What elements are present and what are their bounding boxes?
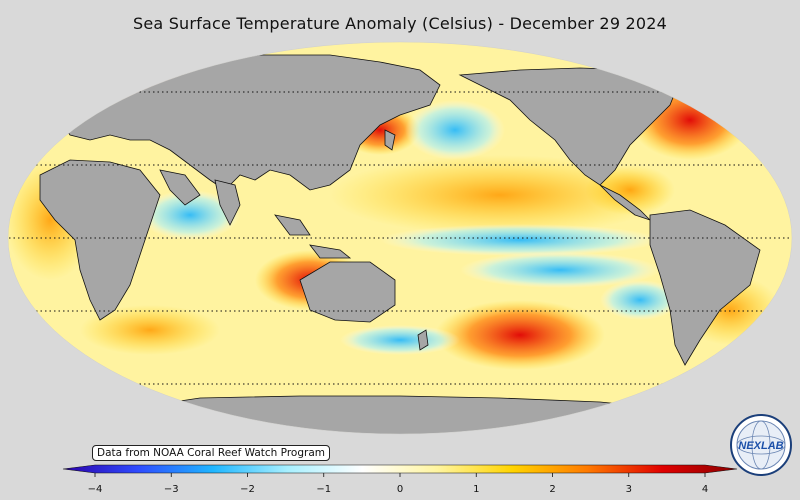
colorbar-tick-label: 3 [625, 484, 632, 495]
colorbar-bar [62, 464, 738, 474]
colorbar-tick-label: −3 [163, 484, 179, 495]
colorbar-tick-label: −4 [87, 484, 103, 495]
data-credit-box: Data from NOAA Coral Reef Watch Program [92, 445, 330, 461]
colorbar-tick-label: −2 [240, 484, 255, 495]
land-masses [39, 49, 761, 434]
colorbar-tick-label: 4 [701, 484, 709, 495]
nexlab-logo: NEXLAB [730, 414, 792, 476]
ocean-field [8, 42, 792, 434]
colorbar-tick-label: 0 [396, 484, 404, 495]
colorbar-tick-label: 2 [549, 484, 556, 495]
colorbar-ticks [94, 473, 706, 477]
colorbar [62, 464, 738, 477]
map-title: Sea Surface Temperature Anomaly (Celsius… [133, 14, 667, 33]
colorbar-tick-label: 1 [473, 484, 480, 495]
sst-anomaly-map [7, 41, 793, 435]
logo-text: NEXLAB [738, 440, 783, 452]
colorbar-tick-label: −1 [316, 484, 332, 495]
